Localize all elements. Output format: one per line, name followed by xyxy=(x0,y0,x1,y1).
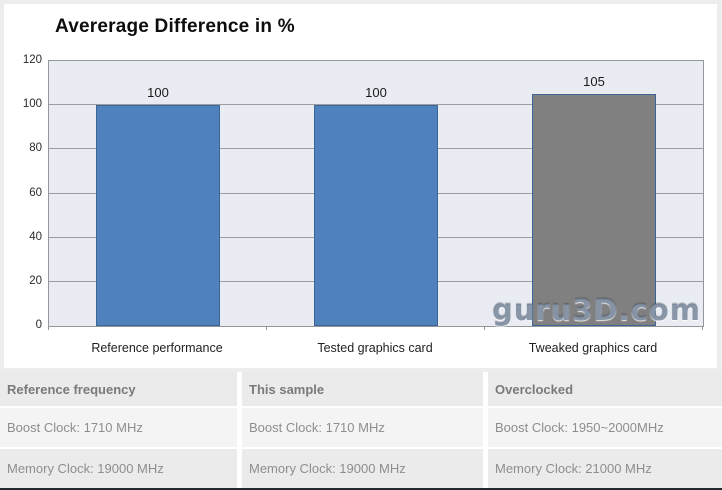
y-axis: 0 20 40 60 80 100 120 xyxy=(0,54,42,331)
x-axis: Reference performance Tested graphics car… xyxy=(48,331,702,355)
x-axis-tick xyxy=(48,326,49,330)
spec-table-cell-r1-c0: Memory Clock: 19000 MHz xyxy=(0,449,237,488)
spec-table-cell-r1-c2: Memory Clock: 21000 MHz xyxy=(488,449,722,488)
y-tick-label: 100 xyxy=(22,98,42,111)
bar-value-label: 100 xyxy=(147,85,169,101)
spec-table-header-2: Overclocked xyxy=(488,372,722,406)
bar-value-label: 105 xyxy=(583,74,605,90)
y-tick-label: 0 xyxy=(35,319,42,331)
spec-table-cell-r0-c2: Boost Clock: 1950~2000MHz xyxy=(488,408,722,447)
category-label-2: Tweaked graphics card xyxy=(528,341,658,355)
bottom-edge-strip xyxy=(0,488,722,490)
bar-2 xyxy=(532,94,656,326)
y-tick-label: 40 xyxy=(29,230,42,243)
spec-table-cell-r0-c1: Boost Clock: 1710 MHz xyxy=(242,408,483,447)
plot-area: 100 100 105 xyxy=(48,60,704,327)
bar-1 xyxy=(314,105,438,326)
y-tick-label: 20 xyxy=(29,274,42,287)
y-tick-label: 80 xyxy=(29,142,42,155)
spec-table-header-0: Reference frequency xyxy=(0,372,237,406)
guru3d-watermark: guru3D.com xyxy=(492,293,701,327)
x-axis-tick xyxy=(484,326,485,330)
y-tick-label: 120 xyxy=(22,54,42,66)
spec-table-header-1: This sample xyxy=(242,372,483,406)
frequency-spec-table: Reference frequency This sample Overclocke… xyxy=(0,372,722,488)
spec-table-cell-r0-c0: Boost Clock: 1710 MHz xyxy=(0,408,237,447)
chart-title: Avererage Difference in % xyxy=(55,16,295,37)
bar-0 xyxy=(96,105,220,326)
bar-value-label: 100 xyxy=(365,85,387,101)
category-label-0: Reference performance xyxy=(91,341,223,355)
gridline xyxy=(49,104,703,106)
category-label-1: Tested graphics card xyxy=(317,341,433,355)
y-tick-label: 60 xyxy=(29,186,42,199)
x-axis-tick xyxy=(266,326,267,330)
x-axis-tick xyxy=(702,326,703,330)
spec-table-cell-r1-c1: Memory Clock: 19000 MHz xyxy=(242,449,483,488)
